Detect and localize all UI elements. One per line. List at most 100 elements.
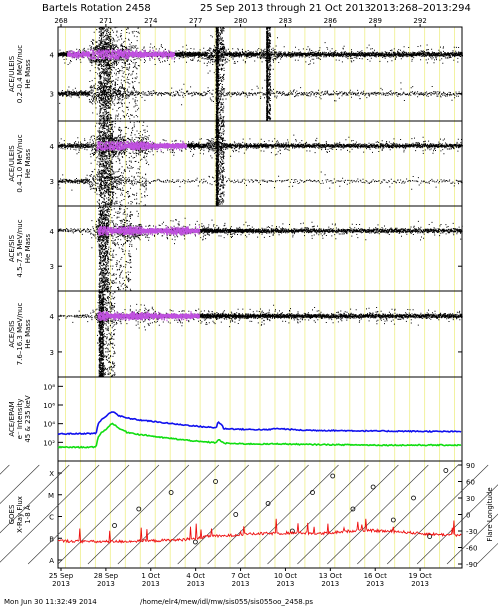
y-axis-label: ACE/SIS bbox=[8, 320, 16, 348]
x-tick-top-label: 271 bbox=[99, 17, 112, 25]
figure-doy-range: 2013:268–2013:294 bbox=[370, 3, 471, 14]
x-tick-label: 4 Oct bbox=[186, 572, 205, 580]
y-axis-label: 45 & 235 keV bbox=[24, 395, 32, 443]
y-axis-label: He Mass bbox=[24, 59, 32, 89]
longitude-track bbox=[0, 464, 100, 563]
longitude-track bbox=[267, 464, 369, 565]
y-tick-right-label: 30 bbox=[466, 495, 475, 503]
y-axis-label: e⁻ Intensity bbox=[16, 399, 24, 440]
y-tick-label: X bbox=[49, 470, 54, 478]
x-tick-year: 2013 bbox=[232, 580, 250, 588]
longitude-track bbox=[416, 484, 498, 565]
x-tick-year: 2013 bbox=[97, 580, 115, 588]
longitude-track bbox=[87, 464, 190, 565]
flare-marker bbox=[310, 490, 315, 495]
scatter-dots bbox=[58, 120, 463, 207]
y-tick-label: 4 bbox=[50, 51, 55, 59]
y-tick-label: 10⁶ bbox=[43, 402, 55, 410]
x-tick-top-label: 280 bbox=[234, 17, 247, 25]
y-axis-label: 1-8 Å bbox=[23, 505, 32, 524]
longitude-track bbox=[147, 464, 249, 565]
y-tick-label: 3 bbox=[50, 178, 54, 186]
longitude-track bbox=[327, 464, 429, 565]
scatter-points bbox=[58, 290, 463, 378]
y-tick-label: 3 bbox=[50, 263, 54, 271]
y-tick-right-label: -60 bbox=[466, 545, 477, 553]
flare-marker bbox=[350, 506, 356, 512]
flare-marker bbox=[233, 512, 239, 517]
x-tick-top-label: 277 bbox=[189, 17, 202, 25]
flare-marker bbox=[265, 501, 271, 506]
y-axis-label: ACE/ULEIS bbox=[8, 145, 16, 182]
goes-xray-flux bbox=[57, 518, 462, 545]
y-axis-label: 7.6–16.3 MeV/nuc bbox=[16, 303, 24, 366]
x-tick-label: 28 Sep bbox=[94, 572, 119, 580]
y-axis-label: He Mass bbox=[24, 319, 32, 349]
y-axis-right-label: Flare Longitude bbox=[486, 487, 494, 541]
panel-1: ACE/ULEIS 0.2–0.4 MeV/nuc He Mass 4 3 268 271 2… bbox=[8, 17, 463, 122]
longitude-track bbox=[476, 542, 498, 565]
longitude-track bbox=[0, 464, 40, 504]
epam-series-2 bbox=[57, 422, 462, 449]
y-tick-label: 10⁴ bbox=[43, 421, 55, 429]
epam-series-1 bbox=[57, 411, 462, 436]
x-tick-label: 10 Oct bbox=[274, 572, 297, 580]
y-axis-label: ACE/EPAM bbox=[8, 401, 16, 436]
panel-4: ACE/SIS 7.6–16.3 MeV/nuc He Mass 4 3 bbox=[8, 290, 463, 378]
longitude-track bbox=[57, 464, 160, 565]
panel-2: ACE/ULEIS 0.4–1.0 MeV/nuc He Mass 4 3 bbox=[8, 120, 463, 207]
panel-5: ACE/EPAM e⁻ Intensity 45 & 235 keV 10² 10⁴ 10… bbox=[8, 376, 463, 462]
x-tick-top-label: 286 bbox=[324, 17, 338, 25]
y-tick-right-label: -90 bbox=[466, 561, 477, 569]
y-axis-label: 0.2–0.4 MeV/nuc bbox=[16, 45, 24, 103]
scatter-dense-core bbox=[67, 49, 176, 60]
x-tick-label: 16 Oct bbox=[364, 572, 387, 580]
y-tick-label: B bbox=[49, 535, 54, 543]
y-axis-label: X-Ray Flux bbox=[16, 496, 24, 533]
longitude-track bbox=[117, 464, 220, 565]
flare-marker bbox=[213, 479, 218, 484]
flare-marker bbox=[136, 506, 142, 512]
flare-marker bbox=[192, 539, 198, 545]
longitude-track bbox=[297, 464, 399, 565]
x-tick-year: 2013 bbox=[187, 580, 205, 588]
x-tick-year: 2013 bbox=[142, 580, 160, 588]
longitude-track bbox=[237, 464, 339, 565]
flare-marker bbox=[168, 490, 174, 495]
scatter-dense-core bbox=[97, 225, 201, 236]
figure-date-range: 25 Sep 2013 through 21 Oct 2013 bbox=[200, 3, 371, 14]
y-tick-right-label: -30 bbox=[466, 528, 477, 536]
footer-path: /home/elr4/mew/idl/mw/sis055/sis055oo_24… bbox=[140, 598, 313, 606]
scatter-points bbox=[58, 120, 463, 207]
y-tick-label: A bbox=[49, 557, 54, 565]
scatter-dense-core bbox=[96, 140, 188, 151]
flare-marker bbox=[330, 473, 336, 479]
y-tick-label: 4 bbox=[50, 228, 55, 236]
x-tick-year: 2013 bbox=[411, 580, 429, 588]
flare-marker bbox=[390, 517, 396, 523]
y-axis-label: He Mass bbox=[24, 148, 32, 178]
flare-marker bbox=[411, 495, 416, 501]
x-tick-label: 13 Oct bbox=[319, 572, 342, 580]
longitude-track bbox=[207, 464, 309, 565]
y-tick-label: 3 bbox=[50, 91, 54, 99]
flare-marker bbox=[443, 468, 449, 473]
x-tick-label: 7 Oct bbox=[231, 572, 250, 580]
figure-title: Bartels Rotation 2458 bbox=[42, 3, 151, 14]
x-tick-top-label: 283 bbox=[279, 17, 292, 25]
x-tick-top-label: 292 bbox=[413, 17, 426, 25]
y-tick-label: 4 bbox=[50, 143, 55, 151]
y-axis-label: 4.5–7.5 MeV/nuc bbox=[16, 219, 24, 277]
y-tick-right-label: 90 bbox=[466, 462, 475, 470]
x-tick-year: 2013 bbox=[366, 580, 384, 588]
y-tick-right-label: 0 bbox=[466, 512, 470, 520]
y-tick-label: C bbox=[49, 514, 54, 522]
x-tick-label: 1 Oct bbox=[141, 572, 160, 580]
x-tick-year: 2013 bbox=[321, 580, 339, 588]
y-axis-label: 0.4–1.0 MeV/nuc bbox=[16, 134, 24, 192]
longitude-track bbox=[177, 464, 279, 565]
longitude-track bbox=[27, 464, 130, 565]
x-tick-top-label: 274 bbox=[144, 17, 158, 25]
